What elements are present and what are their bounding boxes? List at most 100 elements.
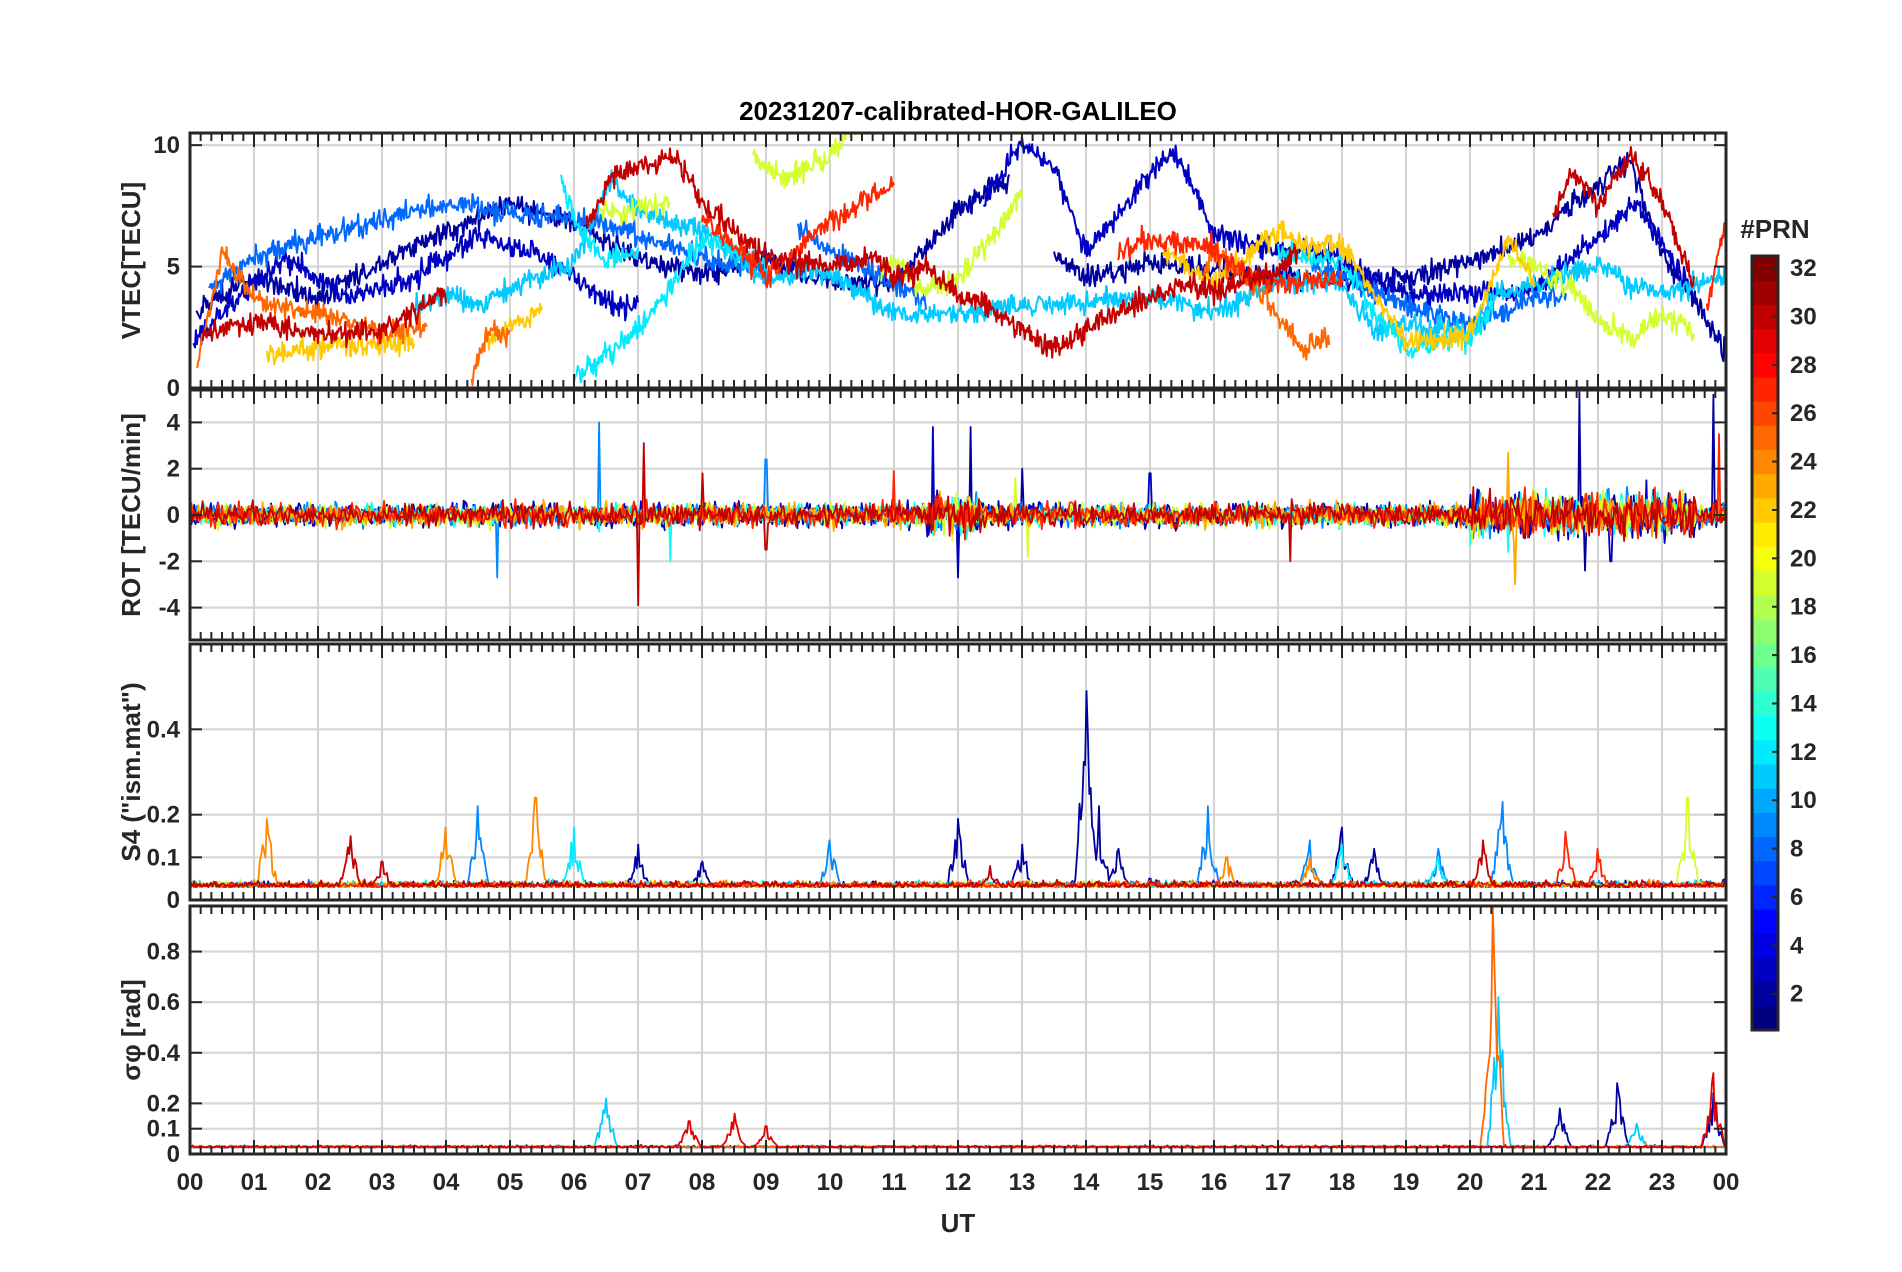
y-tick-label: 0.1	[147, 844, 180, 871]
chart-title: 20231207-calibrated-HOR-GALILEO	[739, 96, 1177, 126]
x-ticks	[189, 906, 1727, 1154]
vtec-line-prn-27	[1117, 224, 1343, 295]
vtec-line-prn-22	[484, 302, 543, 351]
vtec-line-prn-27	[1705, 216, 1726, 311]
y-tick-label: 5	[167, 254, 180, 281]
y-ticks: 0 0.1 0.2 0.4	[147, 716, 1726, 914]
vtec-line-prn-19	[1507, 249, 1695, 349]
colorbar-band	[1752, 618, 1778, 644]
colorbar-band	[1752, 667, 1778, 692]
colorbar-tick-label: 26	[1790, 400, 1817, 427]
x-tick-label: 18	[1329, 1169, 1356, 1196]
x-tick-label: 13	[1009, 1169, 1036, 1196]
y-ticks: 0 5 10	[153, 132, 1726, 402]
data-layer	[190, 391, 1726, 607]
vtec-line-prn-8	[208, 193, 767, 294]
colorbar-band	[1752, 570, 1778, 596]
colorbar-band	[1752, 909, 1778, 934]
colorbar-title: #PRN	[1740, 214, 1809, 244]
colorbar-band	[1752, 715, 1778, 741]
x-tick-label: 16	[1201, 1169, 1228, 1196]
y-tick-label: 0	[167, 375, 180, 402]
x-tick-label: 20	[1457, 1169, 1484, 1196]
panel-rot: -4 -2 0 2 4 ROT [TECU/min]	[116, 388, 1728, 642]
y-ticks: 00.10.2 0.4 0.6 0.8	[147, 939, 1726, 1168]
y-tick-label: 0.1	[147, 1116, 180, 1143]
y-tick-label: -4	[159, 595, 181, 622]
y-tick-label: 0	[167, 887, 180, 914]
x-tick-label: 01	[241, 1169, 268, 1196]
colorbar-tick-label: 16	[1790, 642, 1817, 669]
y-axis-label-sigma_phi: σφ [rad]	[116, 979, 146, 1080]
panel-s4: 0 0.1 0.2 0.4S4 ("ism.mat")	[116, 642, 1728, 914]
colorbar-tick-label: 14	[1790, 690, 1817, 717]
x-tick-label: 08	[689, 1169, 716, 1196]
vtec-line-prn-3	[982, 135, 1695, 311]
vtec-line-prn-25	[196, 246, 428, 369]
x-axis-label: UT	[941, 1208, 976, 1238]
x-tick-label: 06	[561, 1169, 588, 1196]
x-tick-label: 05	[497, 1169, 524, 1196]
colorbar-tick-label: 10	[1790, 787, 1817, 814]
x-tick-label: 21	[1521, 1169, 1548, 1196]
x-ticks	[189, 644, 1727, 900]
x-tick-label: 02	[305, 1169, 332, 1196]
vtec-line-prn-30	[1552, 146, 1695, 288]
colorbar-tick-label: 24	[1790, 449, 1817, 476]
colorbar-tick-label: 32	[1790, 255, 1817, 282]
colorbar-tick-label: 22	[1790, 497, 1817, 524]
x-tick-label: 07	[625, 1169, 652, 1196]
y-axis-label-rot: ROT [TECU/min]	[116, 413, 146, 617]
x-tick-label: 09	[753, 1169, 780, 1196]
rot-line-prn-30	[190, 442, 1726, 607]
vtec-line-prn-12	[560, 174, 639, 269]
colorbar-band	[1752, 860, 1778, 886]
vtec-line-prn-30	[585, 147, 1299, 359]
colorbar-tick-label: 12	[1790, 739, 1817, 766]
panel-sigma_phi: 00.10.2 0.4 0.6 0.8σφ [rad]	[116, 904, 1728, 1168]
x-tick-label: 11	[881, 1169, 906, 1196]
vtec-line-prn-8	[797, 219, 927, 310]
x-tick-label: 14	[1073, 1169, 1100, 1196]
colorbar-band	[1752, 376, 1778, 402]
x-tick-label: 04	[433, 1169, 460, 1196]
y-tick-label: 0.2	[147, 1090, 180, 1117]
vtec-line-prn-12	[573, 233, 767, 384]
x-tick-label: 23	[1649, 1169, 1676, 1196]
colorbar-band	[1752, 763, 1778, 789]
x-tick-label: 00	[1713, 1169, 1740, 1196]
colorbar-tick-label: 6	[1790, 884, 1803, 911]
x-tick-label: 22	[1585, 1169, 1612, 1196]
rot-line-prn-23	[190, 451, 1726, 586]
vtec-line-prn-19	[752, 133, 857, 189]
x-tick-label: 00	[177, 1169, 204, 1196]
y-tick-label: 0.2	[147, 802, 180, 829]
vtec-line-prn-30	[201, 287, 447, 349]
colorbar-frame	[1750, 254, 1780, 1032]
vtec-line-prn-22	[1161, 220, 1535, 352]
colorbar-tick-label: 20	[1790, 545, 1817, 572]
colorbar-band	[1752, 473, 1778, 499]
colorbar-band	[1752, 328, 1778, 354]
y-tick-label: 0	[167, 1141, 180, 1168]
x-tick-label: 17	[1265, 1169, 1292, 1196]
y-tick-label: 0.4	[147, 716, 181, 743]
y-tick-label: -2	[159, 548, 180, 575]
y-tick-label: 2	[167, 456, 180, 483]
y-tick-label: 10	[153, 132, 180, 159]
colorbar-band	[1752, 1005, 1778, 1031]
colorbar-band	[1752, 522, 1778, 547]
data-layer	[192, 133, 1726, 387]
colorbar-band	[1752, 280, 1778, 305]
y-tick-label: 0.4	[147, 1040, 181, 1067]
colorbar-tick-label: 8	[1790, 836, 1803, 863]
colorbar-band	[1752, 812, 1778, 838]
x-tick-label: 15	[1137, 1169, 1164, 1196]
colorbar-band	[1752, 425, 1778, 451]
y-axis-label-s4: S4 ("ism.mat")	[116, 682, 146, 861]
vtec-line-prn-19	[598, 192, 671, 227]
x-tick-label: 10	[817, 1169, 844, 1196]
